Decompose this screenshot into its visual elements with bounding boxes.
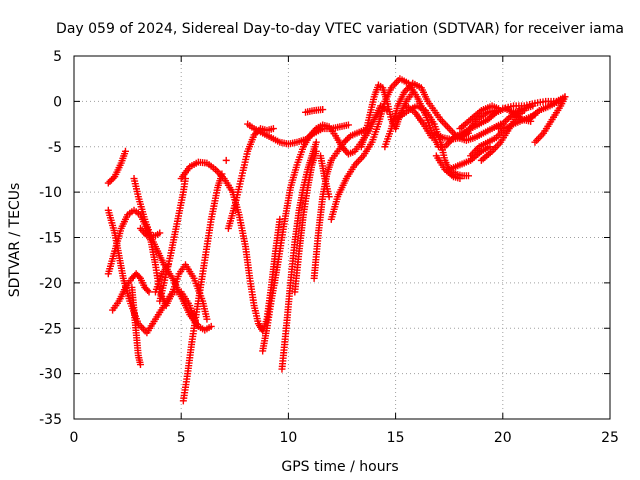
data-point: [145, 288, 153, 296]
data-series-arc30: [462, 106, 500, 137]
data-point: [207, 322, 215, 330]
data-series-arc26: [402, 102, 436, 142]
y-tick-label: -35: [39, 412, 62, 428]
chart-title: Day 059 of 2024, Sidereal Day-to-day VTE…: [56, 21, 624, 37]
x-axis-label: GPS time / hours: [281, 459, 398, 475]
x-tick-label: 15: [387, 430, 405, 446]
data-series-arc17: [291, 147, 320, 296]
y-tick-label: -15: [39, 231, 62, 247]
y-tick-label: -20: [39, 276, 62, 292]
y-tick-label: 0: [53, 94, 62, 110]
data-series-arc13: [224, 125, 277, 232]
y-tick-label: 5: [53, 49, 62, 65]
data-series-arc19: [302, 106, 327, 116]
x-tick-label: 5: [177, 430, 186, 446]
y-axis-label: SDTVAR / TECUs: [7, 183, 23, 298]
x-tick-label: 0: [70, 430, 79, 446]
data-point: [345, 133, 353, 141]
data-point: [108, 176, 116, 184]
y-tick-label: -25: [39, 321, 62, 337]
data-point: [121, 147, 129, 155]
data-series-arc04: [109, 270, 153, 314]
data-point: [136, 361, 144, 369]
data-point: [106, 177, 114, 185]
axis-ticks: [73, 55, 611, 420]
y-tick-label: -5: [48, 140, 62, 156]
data-point: [555, 97, 563, 105]
data-series-arc23: [381, 79, 505, 151]
data-point: [156, 229, 164, 237]
data-point: [222, 156, 230, 164]
data-point: [343, 135, 351, 143]
data-point: [325, 193, 333, 201]
data-point: [492, 106, 500, 114]
data-point: [312, 138, 320, 146]
data-series-arc05: [128, 283, 144, 369]
data-point: [428, 134, 436, 142]
data-series-arc35: [531, 93, 569, 146]
data-series-arc01: [104, 147, 129, 187]
data-point: [340, 138, 348, 146]
data-point: [135, 273, 143, 281]
data-point: [269, 125, 277, 133]
data-point: [561, 93, 569, 101]
data-series-arc25: [432, 152, 464, 183]
data-point: [464, 172, 472, 180]
x-tick-label: 20: [494, 430, 512, 446]
data-points: [104, 75, 569, 405]
data-series-arc06: [130, 175, 215, 334]
data-point: [203, 315, 211, 323]
x-tick-label: 10: [279, 430, 297, 446]
data-point: [109, 174, 117, 182]
data-series-arc12: [222, 156, 230, 164]
data-series-arc09: [156, 175, 189, 305]
data-point: [250, 131, 258, 139]
data-series-arc18: [310, 125, 374, 282]
y-tick-label: -10: [39, 185, 62, 201]
data-point: [344, 121, 352, 129]
data-series-arc07: [136, 224, 164, 240]
tick-labels: 0 5 10 15 20 25 5 0 -5 -10 -15 -20 -25 -30 -35: [39, 49, 619, 446]
data-point: [104, 179, 112, 187]
data-series-arc10: [179, 170, 226, 405]
y-tick-label: -30: [39, 367, 62, 383]
data-point: [409, 88, 417, 96]
data-point: [456, 175, 464, 183]
data-series-arc20: [317, 152, 333, 201]
data-series-arc16: [278, 138, 320, 373]
data-point: [312, 147, 320, 155]
x-tick-label: 25: [601, 430, 619, 446]
data-point: [319, 106, 327, 114]
data-point: [144, 286, 152, 294]
data-point: [342, 137, 350, 145]
data-series-arc36: [525, 97, 563, 124]
